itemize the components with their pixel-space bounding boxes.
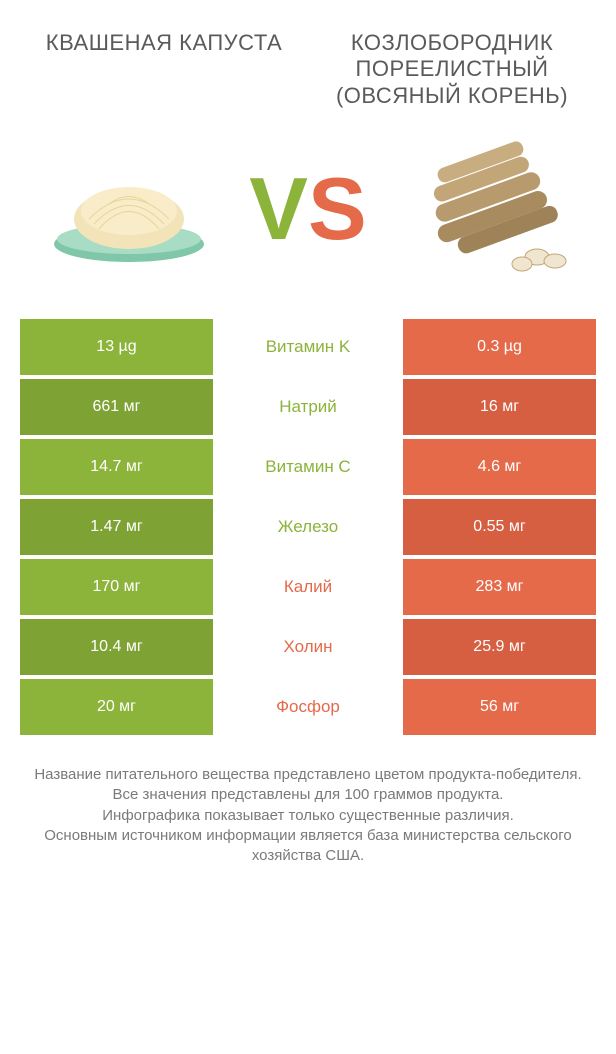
nutrient-row: 20 мгФосфор56 мг [20,679,596,735]
nutrient-label: Калий [213,559,403,615]
nutrient-value-left: 661 мг [20,379,213,435]
nutrient-value-left: 170 мг [20,559,213,615]
nutrient-value-right: 56 мг [403,679,596,735]
footer-text: Название питательного вещества представл… [20,765,596,866]
nutrient-label: Витамин K [213,319,403,375]
nutrient-value-left: 1.47 мг [20,499,213,555]
nutrient-label: Витамин C [213,439,403,495]
product-image-right [377,139,596,279]
nutrient-row: 13 µgВитамин K0.3 µg [20,319,596,375]
vs-label: VS [239,165,377,253]
header: КВАШЕНАЯ КАПУСТА КОЗЛОБОРОДНИК ПОРЕЕЛИСТ… [20,30,596,109]
product-image-left [20,149,239,269]
product-title-right: КОЗЛОБОРОДНИК ПОРЕЕЛИСТНЫЙ (ОВСЯНЫЙ КОРЕ… [308,30,596,109]
footer-line: Основным источником информации является … [30,826,586,867]
nutrient-value-right: 0.3 µg [403,319,596,375]
images-row: VS [20,129,596,289]
footer-line: Название питательного вещества представл… [30,765,586,785]
vs-s-letter: S [308,165,367,253]
header-right: КОЗЛОБОРОДНИК ПОРЕЕЛИСТНЫЙ (ОВСЯНЫЙ КОРЕ… [308,30,596,109]
nutrient-table: 13 µgВитамин K0.3 µg661 мгНатрий16 мг14.… [20,319,596,735]
product-title-left: КВАШЕНАЯ КАПУСТА [20,30,308,56]
footer-line: Все значения представлены для 100 граммо… [30,785,586,805]
nutrient-row: 661 мгНатрий16 мг [20,379,596,435]
nutrient-value-right: 4.6 мг [403,439,596,495]
nutrient-value-right: 25.9 мг [403,619,596,675]
vs-v-letter: V [249,165,308,253]
nutrient-value-left: 10.4 мг [20,619,213,675]
nutrient-row: 10.4 мгХолин25.9 мг [20,619,596,675]
nutrient-label: Холин [213,619,403,675]
nutrient-row: 1.47 мгЖелезо0.55 мг [20,499,596,555]
nutrient-value-left: 14.7 мг [20,439,213,495]
infographic-container: КВАШЕНАЯ КАПУСТА КОЗЛОБОРОДНИК ПОРЕЕЛИСТ… [0,0,616,886]
nutrient-row: 14.7 мгВитамин C4.6 мг [20,439,596,495]
nutrient-row: 170 мгКалий283 мг [20,559,596,615]
nutrient-label: Натрий [213,379,403,435]
nutrient-value-left: 13 µg [20,319,213,375]
nutrient-label: Железо [213,499,403,555]
header-left: КВАШЕНАЯ КАПУСТА [20,30,308,56]
nutrient-value-right: 283 мг [403,559,596,615]
nutrient-value-right: 16 мг [403,379,596,435]
nutrient-value-right: 0.55 мг [403,499,596,555]
nutrient-value-left: 20 мг [20,679,213,735]
nutrient-label: Фосфор [213,679,403,735]
footer-line: Инфографика показывает только существенн… [30,806,586,826]
